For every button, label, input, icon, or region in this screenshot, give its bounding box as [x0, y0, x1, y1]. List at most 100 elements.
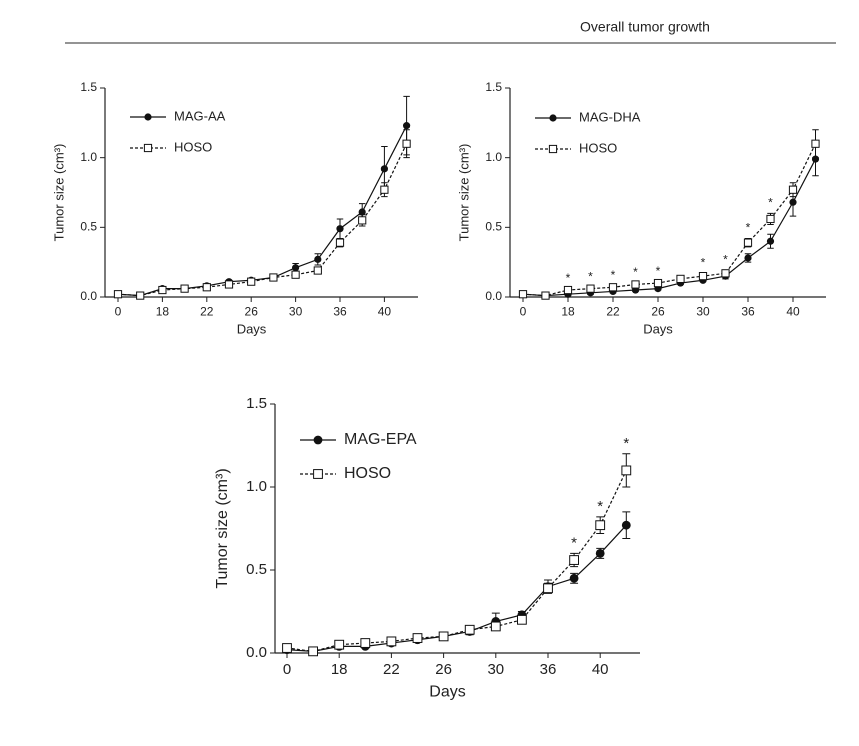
marker — [202, 283, 211, 292]
x-tick-label: 26 — [435, 661, 452, 678]
y-tick-label: 0.5 — [80, 220, 97, 234]
y-axis-label: Tumor size (cm³) — [52, 144, 67, 242]
y-tick-label: 1.0 — [246, 478, 267, 495]
marker — [744, 254, 752, 262]
marker — [721, 269, 730, 278]
marker — [180, 284, 189, 293]
significance-mark: * — [566, 271, 571, 285]
marker — [358, 208, 366, 216]
marker — [313, 266, 322, 275]
marker — [789, 198, 797, 206]
x-tick-label: 36 — [333, 304, 347, 318]
series-line — [117, 143, 408, 297]
y-tick-label: 1.5 — [80, 80, 97, 94]
marker — [380, 185, 389, 194]
marker — [698, 272, 708, 281]
marker — [811, 139, 820, 148]
significance-mark: * — [633, 265, 638, 279]
legend-label: HOSO — [579, 140, 617, 155]
x-tick-label: 36 — [741, 304, 755, 318]
marker — [653, 278, 663, 288]
marker — [269, 273, 278, 282]
marker — [766, 214, 775, 224]
marker — [247, 277, 256, 286]
significance-mark: * — [588, 269, 593, 283]
y-tick-label: 0.5 — [246, 561, 267, 578]
legend-marker — [143, 143, 153, 153]
significance-mark: * — [723, 253, 728, 267]
marker — [621, 520, 631, 530]
x-axis-label: Days — [237, 322, 267, 337]
significance-mark: * — [701, 255, 706, 269]
marker — [358, 216, 367, 225]
x-axis-label: Days — [429, 684, 465, 701]
marker — [569, 573, 579, 583]
marker — [282, 643, 292, 653]
x-tick-label: 40 — [786, 304, 800, 318]
y-tick-label: 0.0 — [80, 289, 97, 303]
significance-mark: * — [571, 534, 577, 551]
legend-label: HOSO — [344, 465, 391, 482]
marker — [113, 290, 123, 299]
marker — [464, 624, 475, 635]
x-tick-label: 40 — [378, 304, 392, 318]
legend-label: MAG-AA — [174, 108, 226, 123]
significance-mark: * — [656, 264, 661, 278]
significance-mark: * — [623, 435, 629, 452]
marker — [412, 633, 423, 643]
marker — [386, 636, 397, 647]
figure-title: Overall tumor growth — [580, 19, 710, 35]
marker — [402, 139, 411, 148]
marker — [569, 555, 580, 565]
legend-marker — [548, 144, 558, 154]
marker — [136, 291, 145, 300]
marker — [541, 291, 550, 300]
y-axis-label: Tumor size (cm³) — [214, 468, 231, 588]
marker — [360, 638, 371, 648]
marker — [595, 549, 605, 558]
legend-marker — [313, 435, 323, 445]
x-tick-label: 18 — [156, 304, 170, 318]
x-tick-label: 0 — [283, 661, 291, 678]
x-tick-label: 18 — [561, 304, 575, 318]
marker — [517, 614, 527, 625]
marker — [631, 280, 640, 289]
marker — [608, 283, 618, 292]
significance-mark: * — [746, 221, 751, 235]
x-tick-label: 40 — [592, 661, 609, 678]
y-tick-label: 0.0 — [246, 644, 267, 661]
x-tick-label: 30 — [289, 304, 303, 318]
x-tick-label: 30 — [487, 661, 504, 678]
marker — [158, 285, 167, 295]
marker — [335, 238, 345, 247]
marker — [224, 280, 234, 289]
x-tick-label: 30 — [696, 304, 710, 318]
marker — [543, 583, 553, 594]
significance-mark: * — [611, 268, 616, 282]
marker — [766, 237, 775, 245]
significance-mark: * — [768, 196, 773, 210]
y-axis-label: Tumor size (cm³) — [457, 144, 472, 242]
legend-label: HOSO — [174, 139, 212, 154]
x-tick-label: 22 — [200, 304, 214, 318]
y-tick-label: 1.5 — [246, 395, 267, 412]
legend-marker — [549, 114, 557, 122]
marker — [676, 274, 685, 283]
marker — [586, 284, 595, 293]
y-tick-label: 1.0 — [485, 150, 502, 164]
y-tick-label: 0.0 — [485, 289, 502, 303]
marker — [621, 465, 632, 476]
x-tick-label: 26 — [245, 304, 259, 318]
marker — [308, 646, 319, 657]
marker — [292, 264, 300, 272]
y-tick-label: 1.0 — [80, 150, 97, 164]
x-tick-label: 22 — [383, 661, 400, 678]
significance-mark: * — [597, 498, 603, 515]
marker — [403, 122, 411, 130]
x-tick-label: 0 — [520, 304, 527, 318]
x-tick-label: 0 — [115, 304, 122, 318]
series-line — [522, 143, 817, 297]
x-axis-label: Days — [643, 322, 673, 337]
y-tick-label: 1.5 — [485, 80, 502, 94]
